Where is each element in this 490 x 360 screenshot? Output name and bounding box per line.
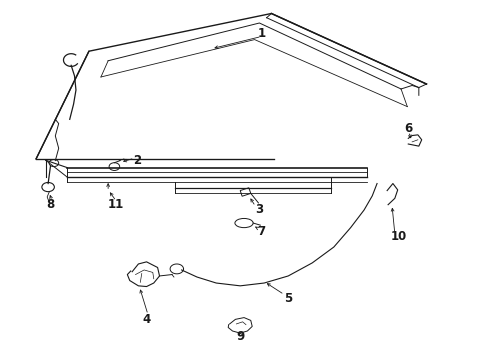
Text: 6: 6 — [404, 122, 413, 135]
Text: 1: 1 — [258, 27, 266, 40]
Text: 3: 3 — [255, 203, 264, 216]
Text: 10: 10 — [391, 230, 407, 243]
Text: 5: 5 — [284, 292, 293, 305]
Text: 11: 11 — [107, 198, 123, 211]
Text: 2: 2 — [133, 154, 141, 167]
Text: 9: 9 — [236, 330, 245, 343]
Text: 7: 7 — [258, 225, 266, 238]
Text: 8: 8 — [47, 198, 55, 211]
Text: 4: 4 — [143, 313, 151, 326]
